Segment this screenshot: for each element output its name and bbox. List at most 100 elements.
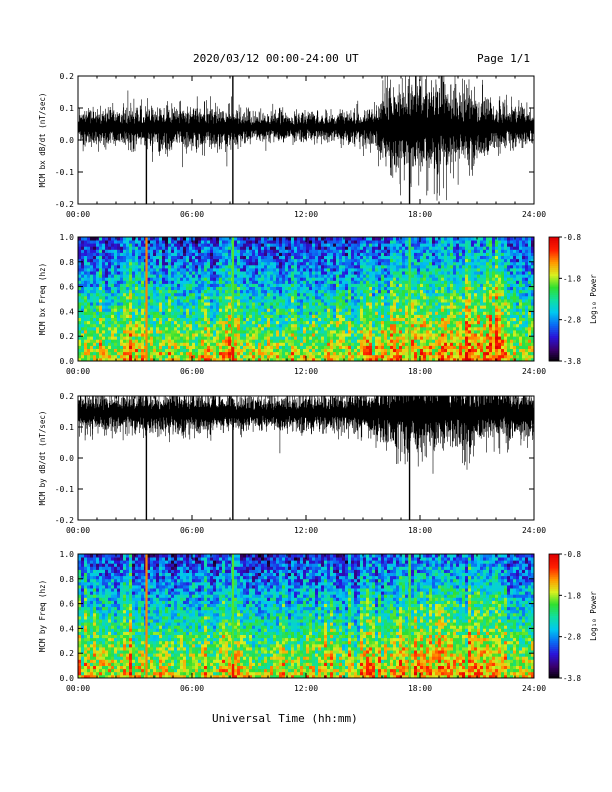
heat-cell (267, 252, 271, 256)
heat-cell (234, 243, 238, 247)
heat-cell (186, 339, 190, 343)
heat-cell (267, 311, 271, 315)
heat-cell (132, 286, 136, 291)
heat-cell (141, 243, 145, 247)
heat-cell (84, 237, 88, 241)
heat-cell (162, 320, 166, 325)
heat-cell (312, 258, 316, 263)
heat-cell (426, 240, 430, 244)
heat-cell (417, 357, 421, 362)
heat-cell (324, 289, 328, 294)
heat-cell (96, 305, 100, 309)
heat-cell (162, 261, 166, 266)
heat-cell (387, 255, 391, 260)
heat-cell (438, 261, 442, 266)
heat-cell (189, 277, 193, 281)
heat-cell (402, 336, 406, 340)
heat-cell (315, 314, 319, 318)
heat-cell (165, 237, 169, 241)
heat-cell (300, 345, 304, 349)
heat-cell (216, 311, 220, 315)
heat-cell (135, 237, 139, 241)
heat-cell (129, 274, 133, 278)
heat-cell (129, 345, 133, 349)
heat-cell (273, 289, 277, 294)
heat-cell (150, 299, 154, 303)
heat-cell (93, 252, 97, 256)
heat-cell (258, 237, 262, 241)
heat-cell (417, 261, 421, 266)
heat-cell (105, 320, 109, 325)
heat-cell (126, 280, 130, 284)
heat-cell (141, 255, 145, 260)
heat-cell (246, 237, 250, 241)
heat-cell (282, 330, 286, 334)
heat-cell (228, 268, 232, 272)
heat-cell (207, 311, 211, 315)
heat-cell (105, 264, 109, 269)
heat-cell (186, 323, 190, 328)
heat-cell (327, 357, 331, 362)
heat-cell (438, 308, 442, 312)
heat-cell (297, 243, 301, 247)
heat-cell (309, 289, 313, 294)
heat-cell (285, 311, 289, 315)
heat-cell (111, 268, 115, 272)
heat-cell (417, 255, 421, 260)
heat-cell (93, 317, 97, 322)
heat-cell (183, 240, 187, 244)
heat-cell (390, 308, 394, 312)
heat-cell (318, 351, 322, 356)
heat-cell (444, 295, 448, 300)
heat-cell (168, 333, 172, 337)
heat-cell (201, 271, 205, 275)
heat-cell (348, 311, 352, 315)
heat-cell (306, 295, 310, 300)
heat-cell (123, 342, 127, 346)
heat-cell (264, 311, 268, 315)
heat-cell (318, 277, 322, 281)
heat-cell (291, 351, 295, 356)
heat-cell (168, 351, 172, 356)
heat-cell (411, 249, 415, 253)
heat-cell (111, 299, 115, 303)
heat-cell (249, 277, 253, 281)
heat-cell (243, 255, 247, 260)
heat-cell (240, 326, 244, 331)
heat-cell (99, 311, 103, 315)
heat-cell (78, 283, 82, 287)
heat-cell (213, 246, 217, 250)
heat-cell (120, 258, 124, 263)
heat-cell (99, 320, 103, 325)
heat-cell (396, 339, 400, 343)
heat-cell (429, 320, 433, 325)
heat-cell (117, 305, 121, 309)
heat-cell (300, 305, 304, 309)
heat-cell (138, 249, 142, 253)
heat-cell (168, 274, 172, 278)
heat-cell (246, 357, 250, 362)
heat-cell (156, 326, 160, 331)
heat-cell (189, 237, 193, 241)
heat-cell (429, 286, 433, 291)
heat-cell (198, 308, 202, 312)
heat-cell (108, 243, 112, 247)
heat-cell (216, 243, 220, 247)
heat-cell (162, 354, 166, 359)
heat-cell (123, 302, 127, 306)
heat-cell (123, 286, 127, 291)
heat-cell (273, 237, 277, 241)
heat-cell (246, 274, 250, 278)
heat-cell (249, 268, 253, 272)
heat-cell (237, 333, 241, 337)
heat-cell (123, 348, 127, 353)
heat-cell (354, 295, 358, 300)
heat-cell (195, 354, 199, 359)
heat-cell (348, 326, 352, 331)
heat-cell (261, 314, 265, 318)
heat-cell (207, 261, 211, 266)
heat-cell (180, 246, 184, 250)
heat-cell (225, 326, 229, 331)
heat-cell (270, 252, 274, 256)
heat-cell (279, 302, 283, 306)
